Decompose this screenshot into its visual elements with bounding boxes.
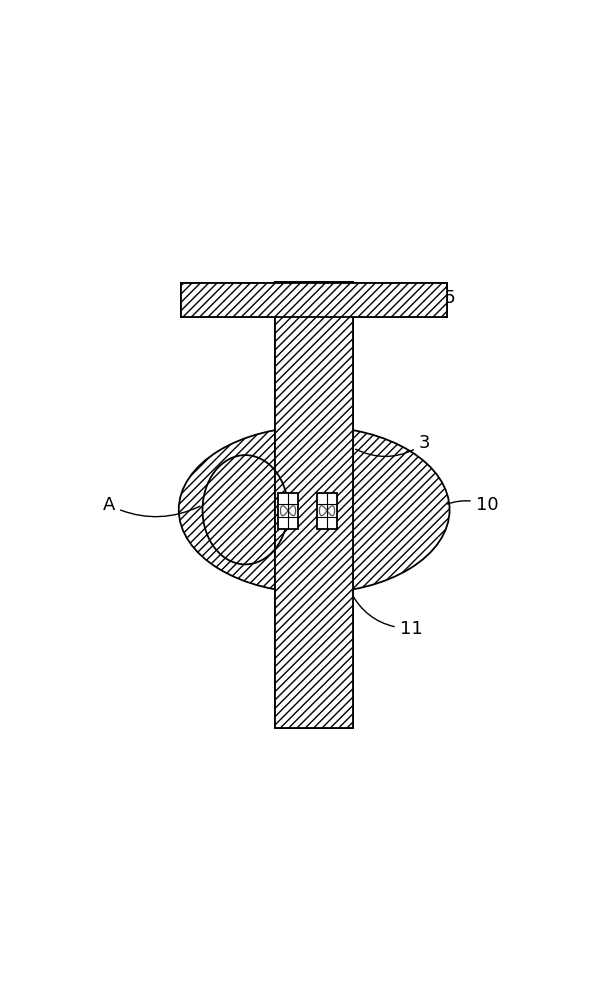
Bar (275, 282, 353, 728)
Bar (275, 282, 353, 728)
Text: 11: 11 (351, 593, 422, 638)
Bar (317, 493, 337, 529)
Ellipse shape (179, 427, 449, 593)
Bar (181, 283, 447, 317)
Bar (278, 493, 298, 529)
Text: 3: 3 (356, 434, 430, 456)
Text: 15: 15 (433, 289, 456, 307)
Text: 10: 10 (447, 496, 498, 514)
Bar (181, 283, 447, 317)
Text: A: A (103, 496, 200, 517)
